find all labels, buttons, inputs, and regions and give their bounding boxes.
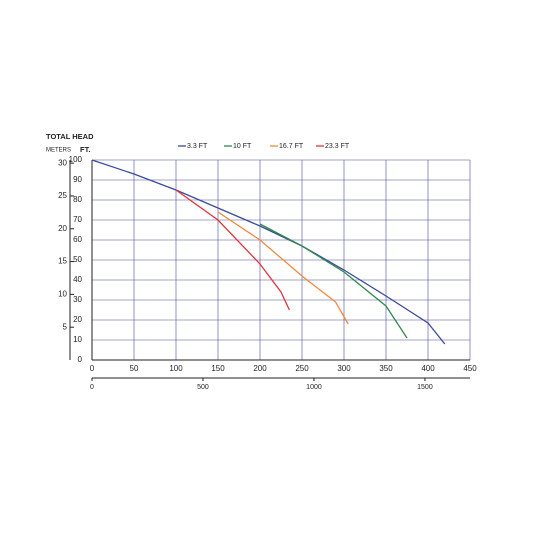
x2-tick-label: 500: [197, 384, 209, 391]
legend-label: 10 FT: [233, 143, 252, 150]
x-tick-label: 300: [337, 364, 351, 373]
y-axis-title: TOTAL HEAD: [46, 132, 94, 141]
y2-tick-label: 5: [63, 322, 68, 331]
y-tick-label: 80: [73, 195, 82, 204]
y-tick-label: 30: [73, 295, 82, 304]
y-tick-label: 0: [78, 355, 83, 364]
y2-tick-label: 20: [58, 224, 67, 233]
x-tick-label: 450: [463, 364, 477, 373]
y2-tick-label: 10: [58, 289, 67, 298]
x-tick-label: 200: [253, 364, 267, 373]
x-tick-label: 400: [421, 364, 435, 373]
x-tick-label: 100: [169, 364, 183, 373]
y-tick-label: 90: [73, 175, 82, 184]
series-line: [175, 189, 290, 311]
legend-label: 3.3 FT: [187, 143, 208, 150]
series-line: [217, 211, 349, 325]
y-tick-label: 60: [73, 235, 82, 244]
y-tick-label: 70: [73, 215, 82, 224]
x2-tick-label: 1500: [417, 384, 433, 391]
y2-axis-title: METERS: [46, 148, 71, 154]
x-tick-label: 0: [90, 364, 95, 373]
y-tick-label: 20: [73, 315, 82, 324]
series-line: [91, 159, 446, 345]
y2-tick-label: 30: [58, 158, 67, 167]
legend-label: 16.7 FT: [279, 143, 304, 150]
y2-tick-label: 25: [58, 191, 67, 200]
y-tick-label: 50: [73, 255, 82, 264]
y-tick-label: 40: [73, 275, 82, 284]
legend-label: 23.3 FT: [325, 143, 350, 150]
y-unit: FT.: [80, 145, 90, 154]
y-tick-label: 10: [73, 335, 82, 344]
y-tick-label: 100: [69, 155, 83, 164]
x-tick-label: 150: [211, 364, 225, 373]
series-line: [259, 223, 408, 339]
x2-tick-label: 0: [90, 384, 94, 391]
x-tick-label: 50: [130, 364, 139, 373]
x-tick-label: 250: [295, 364, 309, 373]
y2-tick-label: 15: [58, 257, 67, 266]
x2-tick-label: 1000: [306, 384, 322, 391]
x-tick-label: 350: [379, 364, 393, 373]
